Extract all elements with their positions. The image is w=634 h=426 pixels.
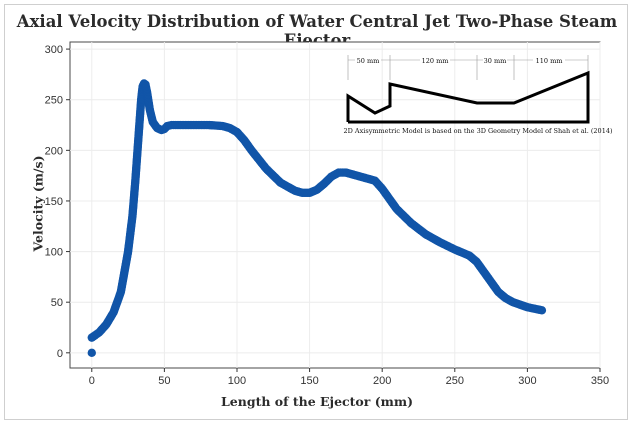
x-tick-label: 200 — [373, 375, 391, 387]
x-tick-label: 150 — [300, 375, 318, 387]
x-axis-label: Length of the Ejector (mm) — [221, 394, 413, 409]
x-tick-label: 350 — [591, 375, 609, 387]
inset-caption: 2D Axisymmetric Model is based on the 3D… — [344, 127, 613, 135]
data-point — [537, 306, 547, 315]
x-tick-label: 0 — [89, 375, 95, 387]
y-tick-label: 100 — [45, 247, 63, 259]
dim-label-120: 120 mm — [422, 57, 449, 65]
y-tick-label: 250 — [45, 95, 63, 107]
ejector-geometry-inset: 50 mm 120 mm 30 mm 110 mm 2D Axisymmetri… — [344, 55, 613, 135]
x-tick-label: 50 — [158, 375, 170, 387]
x-tick-label: 300 — [518, 375, 536, 387]
dim-label-bg — [420, 56, 450, 65]
ejector-profile — [346, 70, 590, 124]
x-tick-label: 100 — [228, 375, 246, 387]
y-tick-label: 300 — [45, 44, 63, 56]
y-tick-label: 150 — [45, 196, 63, 208]
y-tick-label: 0 — [57, 348, 63, 360]
dim-label-110: 110 mm — [536, 57, 563, 65]
dim-label-bg — [533, 56, 565, 65]
y-tick-label: 50 — [51, 297, 63, 309]
axis-ticks: 0 50 100 150 200 250 300 350 0 50 100 150 200 250 300 — [45, 44, 610, 387]
dim-label-bg — [355, 56, 381, 65]
data-point — [87, 348, 96, 358]
dim-label-bg — [483, 56, 507, 65]
x-tick-label: 250 — [446, 375, 464, 387]
y-tick-label: 200 — [45, 145, 63, 157]
dim-label-30: 30 mm — [484, 57, 507, 65]
plot-area — [69, 41, 601, 369]
grid-lines — [70, 42, 601, 368]
dim-label-50: 50 mm — [357, 57, 380, 65]
data-series — [87, 79, 547, 358]
